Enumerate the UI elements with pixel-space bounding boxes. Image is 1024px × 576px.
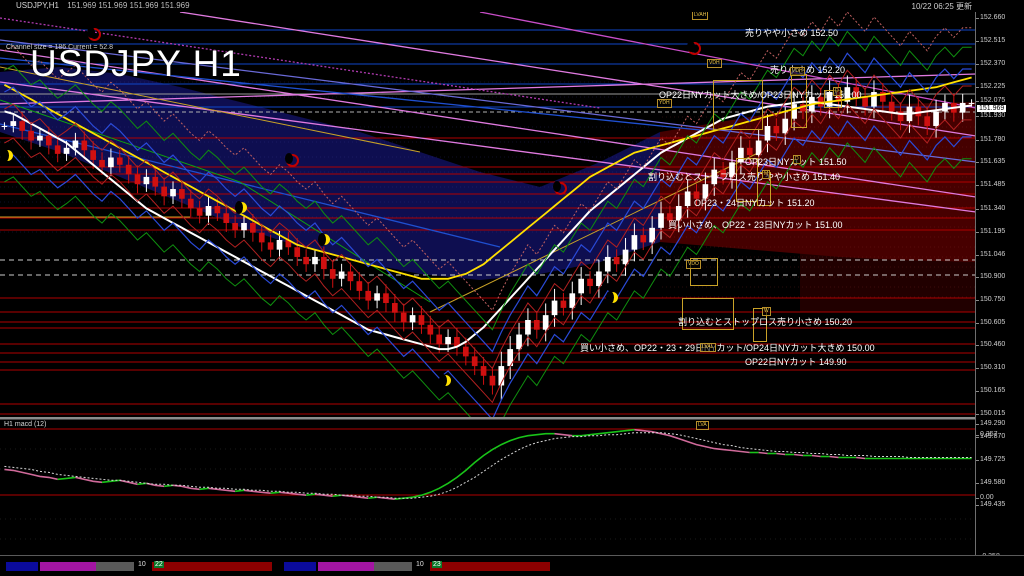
moon-marker-full (439, 374, 451, 387)
moon-marker-new (687, 41, 701, 55)
price-tick: 151.195 (975, 228, 1006, 235)
macd-chart-pane[interactable] (0, 419, 976, 556)
price-tick: 150.015 (975, 410, 1006, 417)
chart-annotation[interactable]: 割り込むとストップロス売り小さめ 150.20 (678, 317, 853, 327)
time-segment (374, 562, 412, 571)
price-tick: 151.635 (975, 158, 1006, 165)
level-tag[interactable]: LVAH (692, 11, 709, 20)
moon-marker-new (87, 27, 101, 41)
time-segment (152, 562, 272, 571)
price-tick: 150.460 (975, 341, 1006, 348)
chart-annotation[interactable]: 売りやや小さめ 152.50 (745, 28, 839, 38)
symbol-label: USDJPY,H1 (16, 1, 59, 10)
moon-marker-new (553, 181, 567, 195)
level-box-5[interactable] (690, 258, 718, 286)
price-tick: 151.340 (975, 205, 1006, 212)
price-series (1, 12, 975, 417)
macd-background (0, 419, 976, 540)
macd-tick: 0.357 (976, 431, 998, 438)
symbol-ohlc-readout: USDJPY,H1 151.969 151.969 151.969 151.96… (16, 1, 190, 10)
price-tick: 150.310 (975, 364, 1006, 371)
chart-top-info-bar: USDJPY,H1 151.969 151.969 151.969 151.96… (0, 0, 1024, 12)
level-tag[interactable]: YDH (657, 99, 672, 108)
chart-annotation[interactable]: OP22日NYカット大きめ/OP23日NYカット 152.00 (659, 90, 862, 100)
moon-marker-full (235, 201, 247, 214)
macd-tick: 149.290 (975, 420, 1006, 427)
channel-size-label: Channel size = 186 Current = 52.8 (6, 44, 114, 51)
level-tag[interactable]: VDH (790, 67, 805, 76)
time-hour-label: 10 (416, 561, 424, 568)
level-box-6[interactable] (753, 308, 767, 342)
moon-marker-full (1, 149, 13, 162)
chart-watermark: USDJPY H1 (30, 43, 242, 84)
time-segment (318, 562, 374, 571)
level-box-7[interactable] (682, 298, 734, 330)
price-tick: 149.870 (975, 433, 1006, 440)
price-tick: 152.515 (975, 37, 1006, 44)
price-tick: 152.075 (975, 97, 1006, 104)
price-tick: 150.900 (975, 273, 1006, 280)
moon-marker-new (285, 153, 299, 167)
price-tick: 152.370 (975, 60, 1006, 67)
level-tag[interactable]: M (762, 170, 771, 179)
macd-tick: 0.00 (976, 494, 994, 501)
price-tick: 151.046 (975, 251, 1006, 258)
time-day-label: 22 (154, 561, 164, 568)
price-tick: 150.165 (975, 387, 1006, 394)
trendlines[interactable] (0, 12, 976, 417)
price-tick: 149.725 (975, 456, 1006, 463)
time-segment (96, 562, 134, 571)
level-tag[interactable]: LVA (696, 421, 709, 430)
level-tag[interactable]: LVAL (700, 343, 716, 352)
macd-series (4, 428, 972, 500)
moon-marker-full (318, 233, 330, 246)
chart-annotation[interactable]: OP23・24日NYカット 151.20 (694, 198, 815, 208)
moon-marker-full (606, 291, 618, 304)
pane-divider[interactable] (0, 417, 976, 419)
price-tick: 151.485 (975, 181, 1006, 188)
current-price-badge: 151.969 (977, 105, 1007, 112)
price-tick: 152.225 (975, 83, 1006, 90)
time-day-label: 23 (432, 561, 442, 568)
level-tag[interactable]: VDH (707, 59, 722, 68)
ohlc-values: 151.969 151.969 151.969 151.969 (67, 1, 190, 10)
price-tick: 149.580 (975, 479, 1006, 486)
level-tag[interactable]: D (793, 155, 801, 164)
price-tick: 152.660 (975, 14, 1006, 21)
macd-indicator-label: H1 macd (12) (4, 421, 47, 428)
time-segment (430, 562, 550, 571)
level-box-1[interactable] (713, 80, 763, 130)
price-tick: 150.605 (975, 319, 1006, 326)
level-box-2[interactable] (791, 74, 807, 128)
price-chart-pane[interactable] (0, 12, 976, 417)
level-tag[interactable]: W (762, 307, 771, 316)
update-timestamp: 10/22 06:25 更新 (911, 2, 972, 11)
price-scale[interactable]: 152.660 152.515 152.370 152.225 152.075 151.9… (975, 0, 1024, 576)
chart-annotation[interactable]: 買い小さめ、OP22・23日NYカット 151.00 (668, 220, 843, 230)
level-tag[interactable]: VDO (686, 260, 701, 269)
time-segment (40, 562, 96, 571)
time-axis[interactable]: 10 10 22 23 (0, 555, 1024, 576)
price-tick: 151.780 (975, 136, 1006, 143)
chart-annotation[interactable]: 売り小さめ 152.20 (770, 65, 846, 75)
time-hour-label: 10 (138, 561, 146, 568)
chart-annotation[interactable]: OP22日NYカット 149.90 (745, 357, 847, 367)
price-tick: 151.930 (975, 112, 1006, 119)
time-segment (6, 562, 38, 571)
price-tick: 150.750 (975, 296, 1006, 303)
chart-annotation[interactable]: 買い小さめ、OP22・23・29日NYカット/OP24日NYカット大きめ 150… (580, 343, 875, 353)
chart-annotation[interactable]: 割り込むとストップロス売りやや小さめ 151.40 (648, 172, 841, 182)
level-tag[interactable]: D (833, 87, 841, 96)
price-tick: 149.435 (975, 501, 1006, 508)
time-segment (284, 562, 316, 571)
